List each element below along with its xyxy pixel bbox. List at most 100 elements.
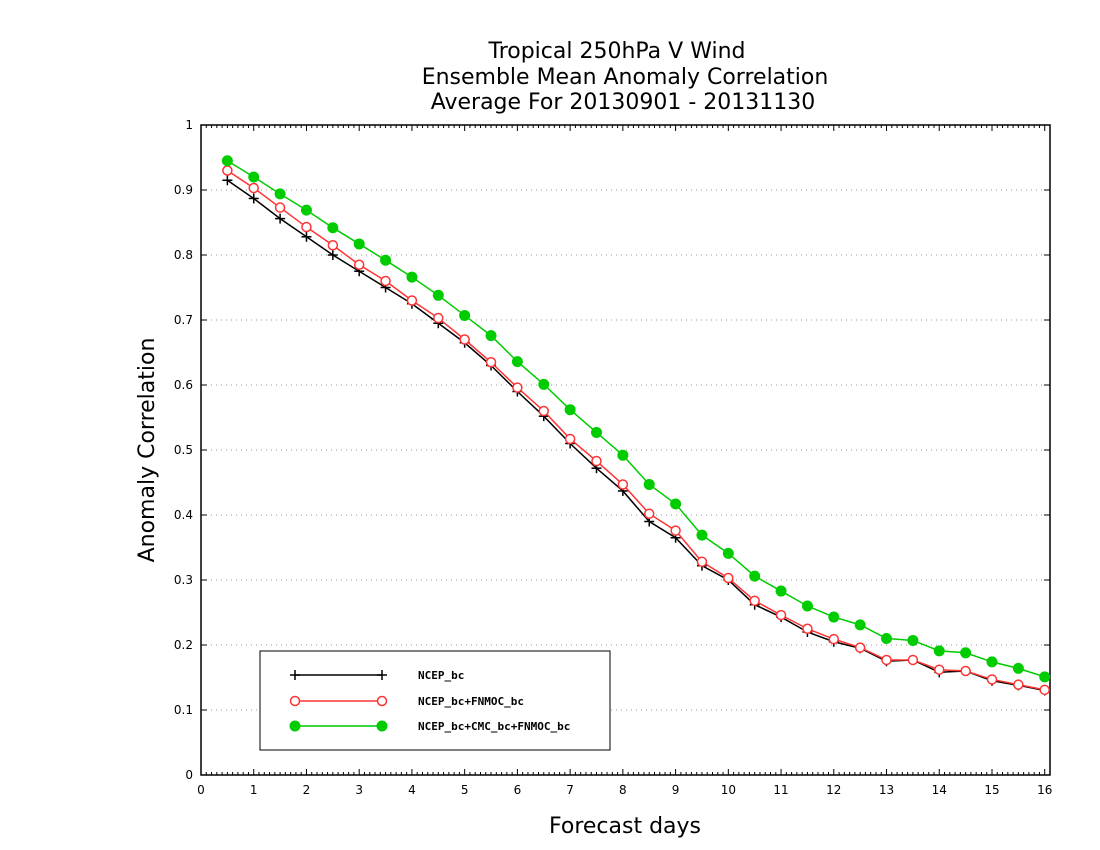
- data-point-1: [828, 633, 840, 645]
- legend-marker-end-2: [376, 720, 388, 732]
- legend-marker-end-1: [376, 695, 388, 707]
- x-tick-label: 0: [197, 783, 205, 797]
- chart-title: Tropical 250hPa V Wind Ensemble Mean Ano…: [422, 39, 829, 115]
- data-point-0: [327, 250, 338, 260]
- y-tick-label: 0.5: [174, 443, 193, 457]
- data-point-2: [274, 188, 286, 200]
- data-point-2: [933, 645, 945, 657]
- x-tick-label: 9: [672, 783, 680, 797]
- x-tick-label: 1: [250, 783, 258, 797]
- x-tick-label: 13: [879, 783, 894, 797]
- data-point-2: [511, 356, 523, 368]
- data-point-2: [828, 611, 840, 623]
- data-point-2: [380, 254, 392, 266]
- title-line-2: Ensemble Mean Anomaly Correlation: [422, 65, 829, 90]
- data-point-1: [222, 165, 233, 176]
- y-tick-label: 0.8: [174, 248, 193, 262]
- data-point-2: [590, 426, 602, 438]
- data-point-2: [722, 547, 734, 559]
- x-tick-label: 16: [1037, 783, 1052, 797]
- x-tick-label: 2: [303, 783, 311, 797]
- data-point-1: [512, 382, 523, 393]
- data-point-1: [406, 295, 418, 306]
- data-point-2: [353, 238, 365, 250]
- data-point-1: [960, 665, 971, 677]
- grid: [201, 189, 1050, 711]
- legend-label-2: NCEP_bc+CMC_bc+FNMOC_bc: [418, 720, 570, 733]
- data-point-0: [275, 213, 286, 224]
- x-axis: 0 1 2 3 4 5 6 7 8 9 10 11 12 13 14 15 16: [197, 125, 1052, 797]
- data-point-0: [301, 231, 312, 242]
- data-point-2: [749, 570, 761, 582]
- x-tick-label: 12: [826, 783, 841, 797]
- legend-marker-2: [289, 720, 301, 732]
- y-tick-label: 0.2: [174, 638, 193, 652]
- data-point-2: [696, 529, 708, 541]
- series-line-2: [226, 160, 1045, 678]
- data-point-1: [591, 455, 602, 467]
- legend-marker-0: [290, 670, 300, 680]
- data-point-2: [248, 171, 260, 183]
- legend-label-1: NCEP_bc+FNMOC_bc: [418, 695, 524, 708]
- data-point-2: [300, 204, 312, 216]
- data-point-1: [485, 357, 497, 368]
- y-tick-label: 1: [185, 118, 193, 132]
- data-point-2: [881, 633, 893, 644]
- series-1: [222, 165, 1050, 696]
- legend: NCEP_bc NCEP_bc+FNMOC_bc NCEP_bc+CMC_bc+FN…: [259, 650, 611, 751]
- x-tick-label: 4: [408, 783, 416, 797]
- x-tick-label: 14: [932, 783, 947, 797]
- data-point-1: [327, 240, 339, 251]
- series-layer: [221, 155, 1051, 696]
- data-point-2: [960, 647, 972, 659]
- data-point-1: [854, 642, 866, 653]
- x-tick-label: 15: [984, 783, 999, 797]
- data-point-2: [406, 271, 418, 283]
- data-point-1: [380, 275, 391, 287]
- data-point-2: [801, 600, 813, 612]
- series-line-0: [226, 179, 1045, 692]
- data-point-1: [538, 405, 550, 417]
- data-point-2: [485, 330, 497, 342]
- y-tick-label: 0.4: [174, 508, 193, 522]
- data-point-2: [221, 155, 233, 167]
- data-point-2: [854, 619, 866, 631]
- data-point-2: [1039, 671, 1051, 683]
- data-point-2: [1012, 662, 1024, 674]
- data-point-2: [538, 378, 550, 390]
- y-tick-label: 0.9: [174, 183, 193, 197]
- y-axis-label: Anomaly Correlation: [135, 338, 160, 563]
- data-point-1: [459, 334, 470, 345]
- x-tick-label: 3: [355, 783, 363, 797]
- title-line-1: Tropical 250hPa V Wind: [487, 39, 745, 64]
- data-point-2: [617, 449, 629, 461]
- data-point-2: [432, 289, 444, 301]
- data-point-1: [433, 312, 444, 324]
- data-point-1: [274, 202, 286, 213]
- series-0: [222, 175, 1050, 696]
- data-point-1: [775, 609, 787, 621]
- data-point-0: [248, 193, 259, 204]
- y-tick-label: 0.7: [174, 313, 193, 327]
- data-point-1: [670, 525, 681, 536]
- data-point-1: [881, 654, 892, 666]
- legend-marker-end-0: [377, 670, 387, 680]
- title-line-3: Average For 20130901 - 20131130: [431, 90, 816, 115]
- x-axis-label: Forecast days: [549, 814, 701, 839]
- data-point-1: [986, 674, 998, 685]
- data-point-2: [907, 634, 919, 646]
- data-point-1: [749, 595, 760, 607]
- x-tick-label: 7: [566, 783, 574, 797]
- data-point-1: [907, 654, 919, 666]
- data-point-1: [1039, 684, 1050, 696]
- x-tick-label: 10: [721, 783, 736, 797]
- data-point-0: [222, 175, 233, 186]
- y-tick-label: 0.1: [174, 703, 193, 717]
- series-line-1: [226, 169, 1045, 691]
- x-tick-label: 5: [461, 783, 469, 797]
- series-2: [221, 155, 1051, 683]
- data-point-2: [986, 656, 998, 668]
- x-tick-label: 11: [773, 783, 788, 797]
- data-point-1: [934, 664, 945, 675]
- y-tick-label: 0.3: [174, 573, 193, 587]
